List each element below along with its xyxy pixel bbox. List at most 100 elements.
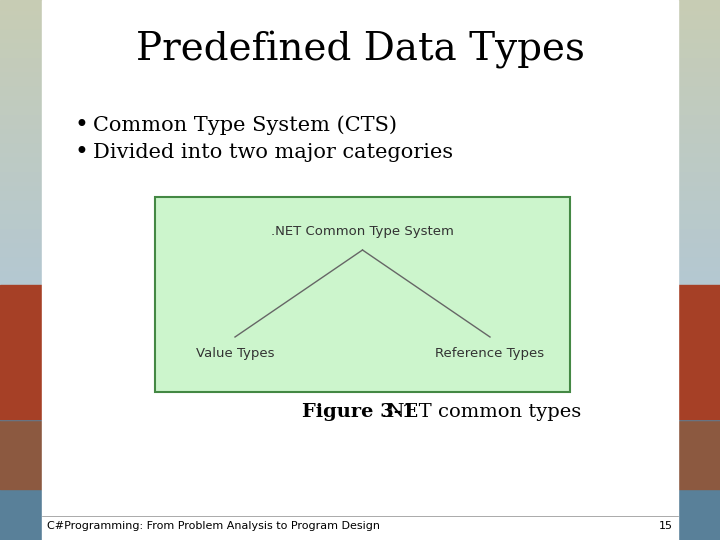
Bar	[678, 419, 720, 420]
Bar	[0, 83, 42, 84]
Bar	[0, 307, 42, 308]
Bar	[678, 397, 720, 398]
Bar	[0, 131, 42, 132]
Bar	[0, 401, 42, 402]
Bar	[0, 313, 42, 314]
Bar	[0, 170, 42, 171]
Bar	[0, 165, 42, 166]
Bar	[0, 513, 42, 514]
Bar	[678, 402, 720, 403]
Bar	[678, 212, 720, 213]
Bar	[678, 528, 720, 529]
Bar	[678, 10, 720, 11]
Bar	[0, 327, 42, 328]
Bar	[0, 119, 42, 120]
Bar	[0, 215, 42, 216]
Bar	[678, 502, 720, 503]
Bar	[0, 60, 42, 61]
Bar	[678, 286, 720, 287]
Bar	[0, 289, 42, 290]
Bar	[678, 392, 720, 393]
Bar	[0, 468, 42, 469]
Bar	[678, 133, 720, 134]
Bar	[678, 157, 720, 158]
Bar	[678, 28, 720, 29]
Bar	[0, 155, 42, 156]
Bar	[678, 285, 720, 286]
Bar	[0, 203, 42, 204]
Bar	[0, 306, 42, 307]
Bar	[678, 334, 720, 335]
Bar	[678, 21, 720, 22]
Bar	[678, 35, 720, 36]
Bar	[0, 437, 42, 438]
Bar	[678, 518, 720, 519]
Bar	[678, 7, 720, 8]
Bar	[0, 183, 42, 184]
Bar	[0, 212, 42, 213]
Bar	[0, 338, 42, 339]
Bar	[678, 411, 720, 412]
Bar	[0, 116, 42, 117]
Bar	[678, 268, 720, 269]
Bar	[0, 282, 42, 283]
Bar	[678, 311, 720, 312]
Bar	[0, 182, 42, 183]
Bar	[0, 87, 42, 88]
Bar	[678, 20, 720, 21]
Bar	[678, 279, 720, 280]
Bar	[0, 454, 42, 455]
Bar	[678, 52, 720, 53]
Bar	[678, 24, 720, 25]
Bar	[678, 101, 720, 102]
Bar	[678, 431, 720, 432]
Bar	[0, 179, 42, 180]
Bar	[0, 400, 42, 401]
Bar	[0, 351, 42, 352]
Bar	[678, 407, 720, 408]
Bar	[678, 373, 720, 374]
Bar	[678, 205, 720, 206]
Bar	[0, 65, 42, 66]
Bar	[678, 250, 720, 251]
Bar	[0, 417, 42, 418]
Bar	[678, 151, 720, 152]
Bar	[0, 257, 42, 258]
Bar	[0, 243, 42, 244]
Bar	[678, 321, 720, 322]
Bar	[678, 487, 720, 488]
Bar	[678, 385, 720, 386]
Bar	[678, 208, 720, 209]
Bar	[678, 537, 720, 538]
Bar	[678, 525, 720, 526]
Bar	[678, 366, 720, 367]
Bar	[678, 482, 720, 483]
Bar	[0, 185, 42, 186]
Bar	[0, 355, 42, 356]
Bar	[0, 193, 42, 194]
Bar	[0, 293, 42, 294]
Bar	[0, 336, 42, 337]
Bar	[678, 194, 720, 195]
Bar	[0, 154, 42, 155]
Bar	[0, 138, 42, 139]
Bar	[0, 398, 42, 399]
Bar	[678, 406, 720, 407]
Bar	[0, 211, 42, 212]
Bar	[678, 513, 720, 514]
Bar	[0, 368, 42, 369]
Bar	[678, 126, 720, 127]
Bar	[0, 488, 42, 489]
Bar	[0, 440, 42, 441]
Bar	[678, 116, 720, 117]
Bar	[0, 347, 42, 348]
Bar	[0, 108, 42, 109]
Bar	[678, 60, 720, 61]
Bar	[0, 249, 42, 250]
Bar	[0, 114, 42, 115]
Text: Predefined Data Types: Predefined Data Types	[135, 31, 585, 69]
Bar	[0, 435, 42, 436]
Bar	[0, 80, 42, 81]
Bar	[0, 18, 42, 19]
Bar	[0, 169, 42, 170]
